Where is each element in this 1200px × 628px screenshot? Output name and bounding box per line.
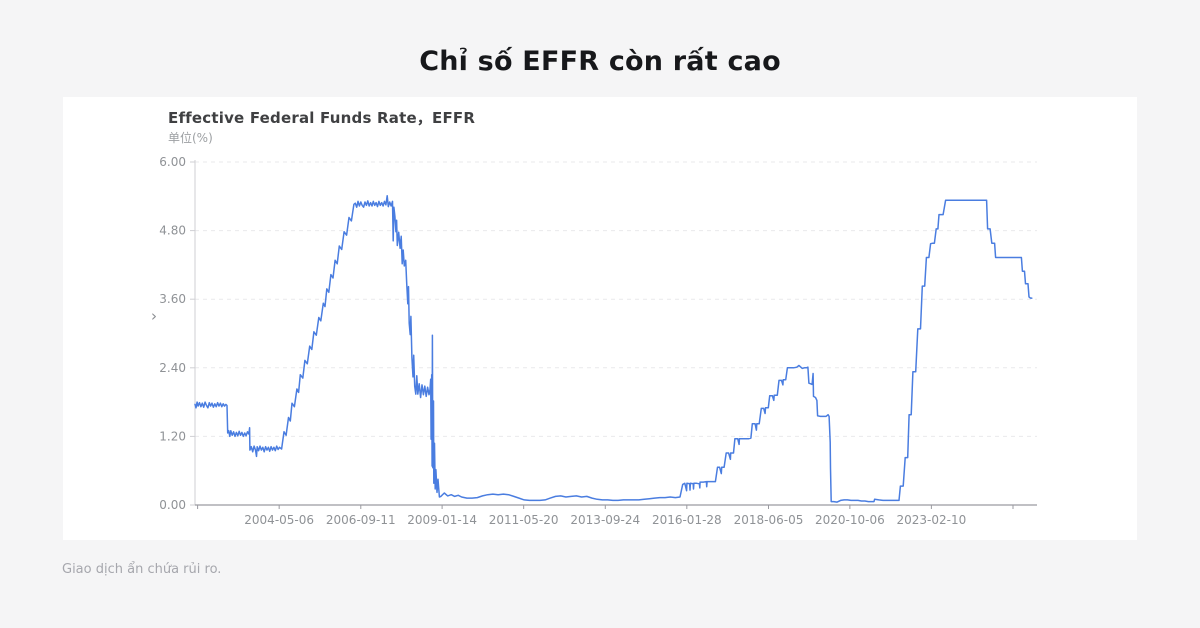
- y-axis-label: 3.60: [159, 292, 186, 306]
- x-axis-label: 2006-09-11: [326, 513, 396, 527]
- effr-line-chart[interactable]: 0.00 1.20 2.40 3.60 4.80 6.00 2004-05-06 2006-0…: [63, 97, 1137, 540]
- page-title: Chỉ số EFFR còn rất cao: [419, 46, 781, 77]
- x-axis-label: 2020-10-06: [815, 513, 885, 527]
- chart-title: Effective Federal Funds Rate，EFFR: [168, 109, 476, 127]
- y-axis-label: 2.40: [159, 361, 186, 375]
- x-axis-label: 2009-01-14: [407, 513, 477, 527]
- x-axis-label: 2023-02-10: [897, 513, 967, 527]
- chevron-right-icon[interactable]: ›: [151, 307, 157, 325]
- x-axis-label: 2013-09-24: [570, 513, 640, 527]
- x-axis-label: 2011-05-20: [489, 513, 559, 527]
- x-axis-label: 2018-06-05: [734, 513, 804, 527]
- chart-unit-label: 单位(%): [168, 131, 213, 145]
- y-axis-label: 1.20: [159, 429, 186, 443]
- risk-disclaimer-text: Giao dịch ẩn chứa rủi ro.: [62, 562, 222, 577]
- y-axis-label: 6.00: [159, 155, 186, 169]
- effr-series-line: [194, 194, 1033, 503]
- chart-card: Effective Federal Funds Rate，EFFR 单位(%) …: [63, 97, 1137, 540]
- y-axis-label: 4.80: [159, 224, 186, 238]
- y-axis-label: 0.00: [159, 498, 186, 512]
- x-axis-label: 2016-01-28: [652, 513, 722, 527]
- x-axis-label: 2004-05-06: [244, 513, 314, 527]
